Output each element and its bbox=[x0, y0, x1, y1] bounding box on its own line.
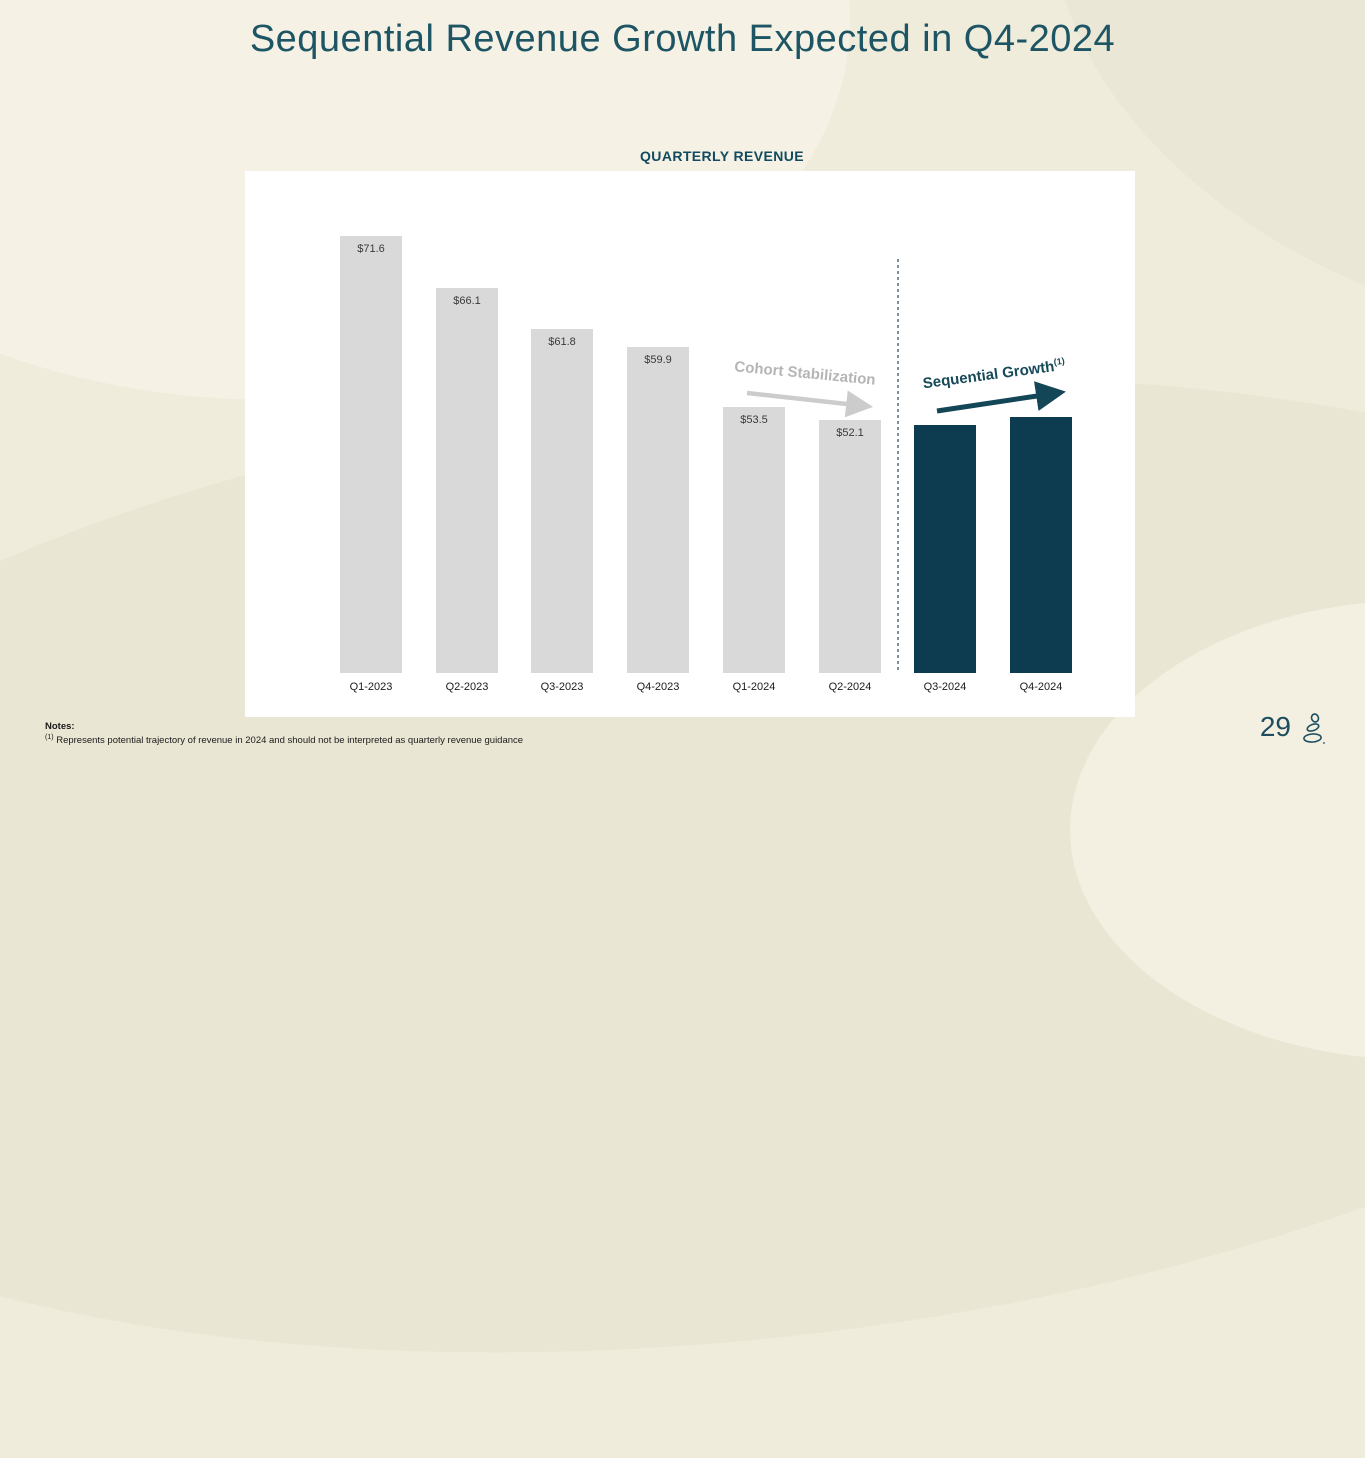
bar-value-label: $66.1 bbox=[453, 295, 481, 307]
x-axis-label: Q1-2024 bbox=[732, 681, 776, 693]
footnotes: Notes: (1) Represents potential trajecto… bbox=[45, 721, 523, 747]
x-axis-label: Q4-2023 bbox=[636, 681, 680, 693]
footnote-marker: (1) bbox=[45, 734, 54, 741]
x-axis-label: Q1-2023 bbox=[349, 681, 393, 693]
bar-Q4-2023: $59.9 bbox=[627, 347, 689, 673]
footnote: (1) Represents potential trajectory of r… bbox=[45, 732, 523, 747]
bar-Q3-2024 bbox=[914, 425, 976, 673]
bar-value-label: $71.6 bbox=[357, 243, 385, 255]
forecast-divider-line bbox=[897, 259, 899, 673]
notes-heading: Notes: bbox=[45, 721, 75, 732]
chart-panel: $71.6 Q1-2023 $66.1 Q2-2023 $61.8 Q3-2023 $59.… bbox=[245, 171, 1135, 717]
x-axis-label: Q2-2024 bbox=[828, 681, 872, 693]
slide-footer: 29 bbox=[1260, 710, 1327, 745]
stacked-stones-logo-icon bbox=[1303, 713, 1325, 744]
bar-Q3-2023: $61.8 bbox=[531, 329, 593, 673]
sequential-growth-arrow-icon bbox=[936, 381, 1066, 414]
cohort-stabilization-arrow-icon bbox=[746, 390, 874, 418]
bar-chart: $71.6 Q1-2023 $66.1 Q2-2023 $61.8 Q3-2023 $59.… bbox=[245, 171, 1135, 717]
x-axis-label: Q2-2023 bbox=[445, 681, 489, 693]
bar-value-label: $53.5 bbox=[740, 414, 768, 426]
bar-value-label: $52.1 bbox=[836, 427, 864, 439]
x-axis-label: Q3-2023 bbox=[540, 681, 584, 693]
bar-value-label: $59.9 bbox=[644, 354, 672, 366]
bar-Q1-2023: $71.6 bbox=[340, 236, 402, 673]
page-number: 29 bbox=[1259, 711, 1291, 742]
sequential-growth-footnote-marker: (1) bbox=[1053, 355, 1066, 368]
bar-Q4-2024 bbox=[1010, 417, 1072, 673]
x-axis-label: Q3-2024 bbox=[923, 681, 967, 693]
chart-title: QUARTERLY REVENUE bbox=[640, 148, 804, 164]
footnote-text: Represents potential trajectory of reven… bbox=[56, 735, 524, 747]
bar-Q1-2024: $53.5 bbox=[723, 407, 785, 673]
bar-Q2-2024: $52.1 bbox=[819, 420, 881, 673]
x-axis-label: Q4-2024 bbox=[1019, 681, 1063, 693]
slide-title: Sequential Revenue Growth Expected in Q4… bbox=[249, 18, 1116, 60]
bar-Q2-2023: $66.1 bbox=[436, 288, 498, 673]
bar-value-label: $61.8 bbox=[548, 336, 576, 348]
